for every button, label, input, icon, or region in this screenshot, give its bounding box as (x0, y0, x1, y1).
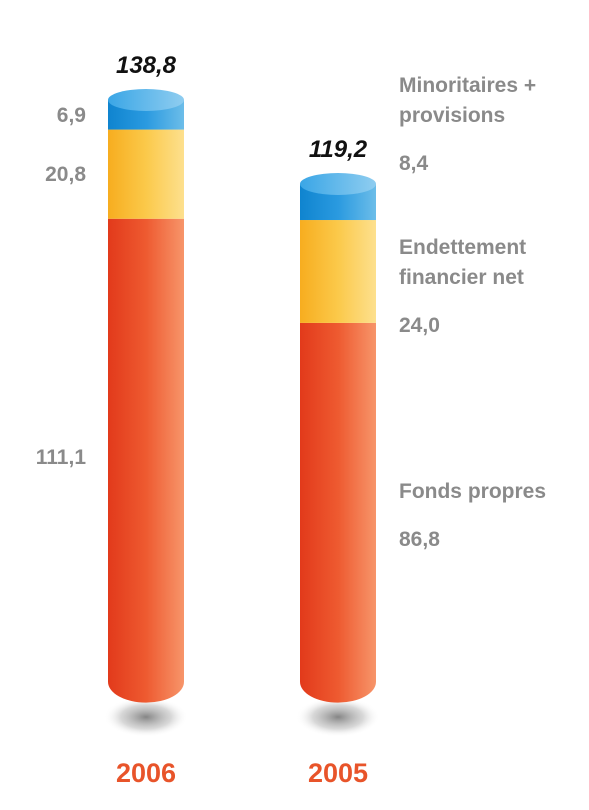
legend-label-minoritaires-line2: provisions (399, 104, 505, 127)
value-label-minoritaires-2005: 8,4 (399, 152, 429, 175)
labels-layer: 138,8 2006 111,1 20,8 6,9 119,2 2005 Minoritair… (36, 52, 546, 788)
legend-label-minoritaires: Minoritaires + (399, 74, 536, 97)
total-label-2006: 138,8 (116, 52, 177, 79)
value-label-endettement-2005: 24,0 (399, 314, 440, 337)
bar-segment-endettement-2006 (108, 129, 184, 219)
bar-segment-endettement-2005 (300, 220, 376, 323)
bars-layer (104, 89, 380, 737)
bar-2006 (104, 89, 188, 737)
value-label-minoritaires-2006: 6,9 (57, 104, 86, 127)
category-label-2006: 2006 (116, 758, 176, 788)
bar-2005 (296, 173, 380, 737)
legend-label-fonds-propres: Fonds propres (399, 480, 546, 503)
bar-top-cap-2006 (108, 89, 184, 111)
bar-segment-fonds-propres-2005 (300, 322, 376, 703)
legend-label-endettement-line2: financier net (399, 266, 524, 289)
category-label-2005: 2005 (308, 758, 368, 788)
value-label-endettement-2006: 20,8 (45, 163, 86, 186)
bar-shadow (296, 697, 380, 737)
bar-shadow (104, 697, 188, 737)
total-label-2005: 119,2 (309, 136, 368, 163)
bar-top-cap-2005 (300, 173, 376, 196)
bar-segment-fonds-propres-2006 (108, 218, 184, 703)
value-label-fonds-propres-2006: 111,1 (36, 446, 87, 469)
legend-label-endettement: Endettement (399, 236, 526, 259)
value-label-fonds-propres-2005: 86,8 (399, 528, 440, 551)
